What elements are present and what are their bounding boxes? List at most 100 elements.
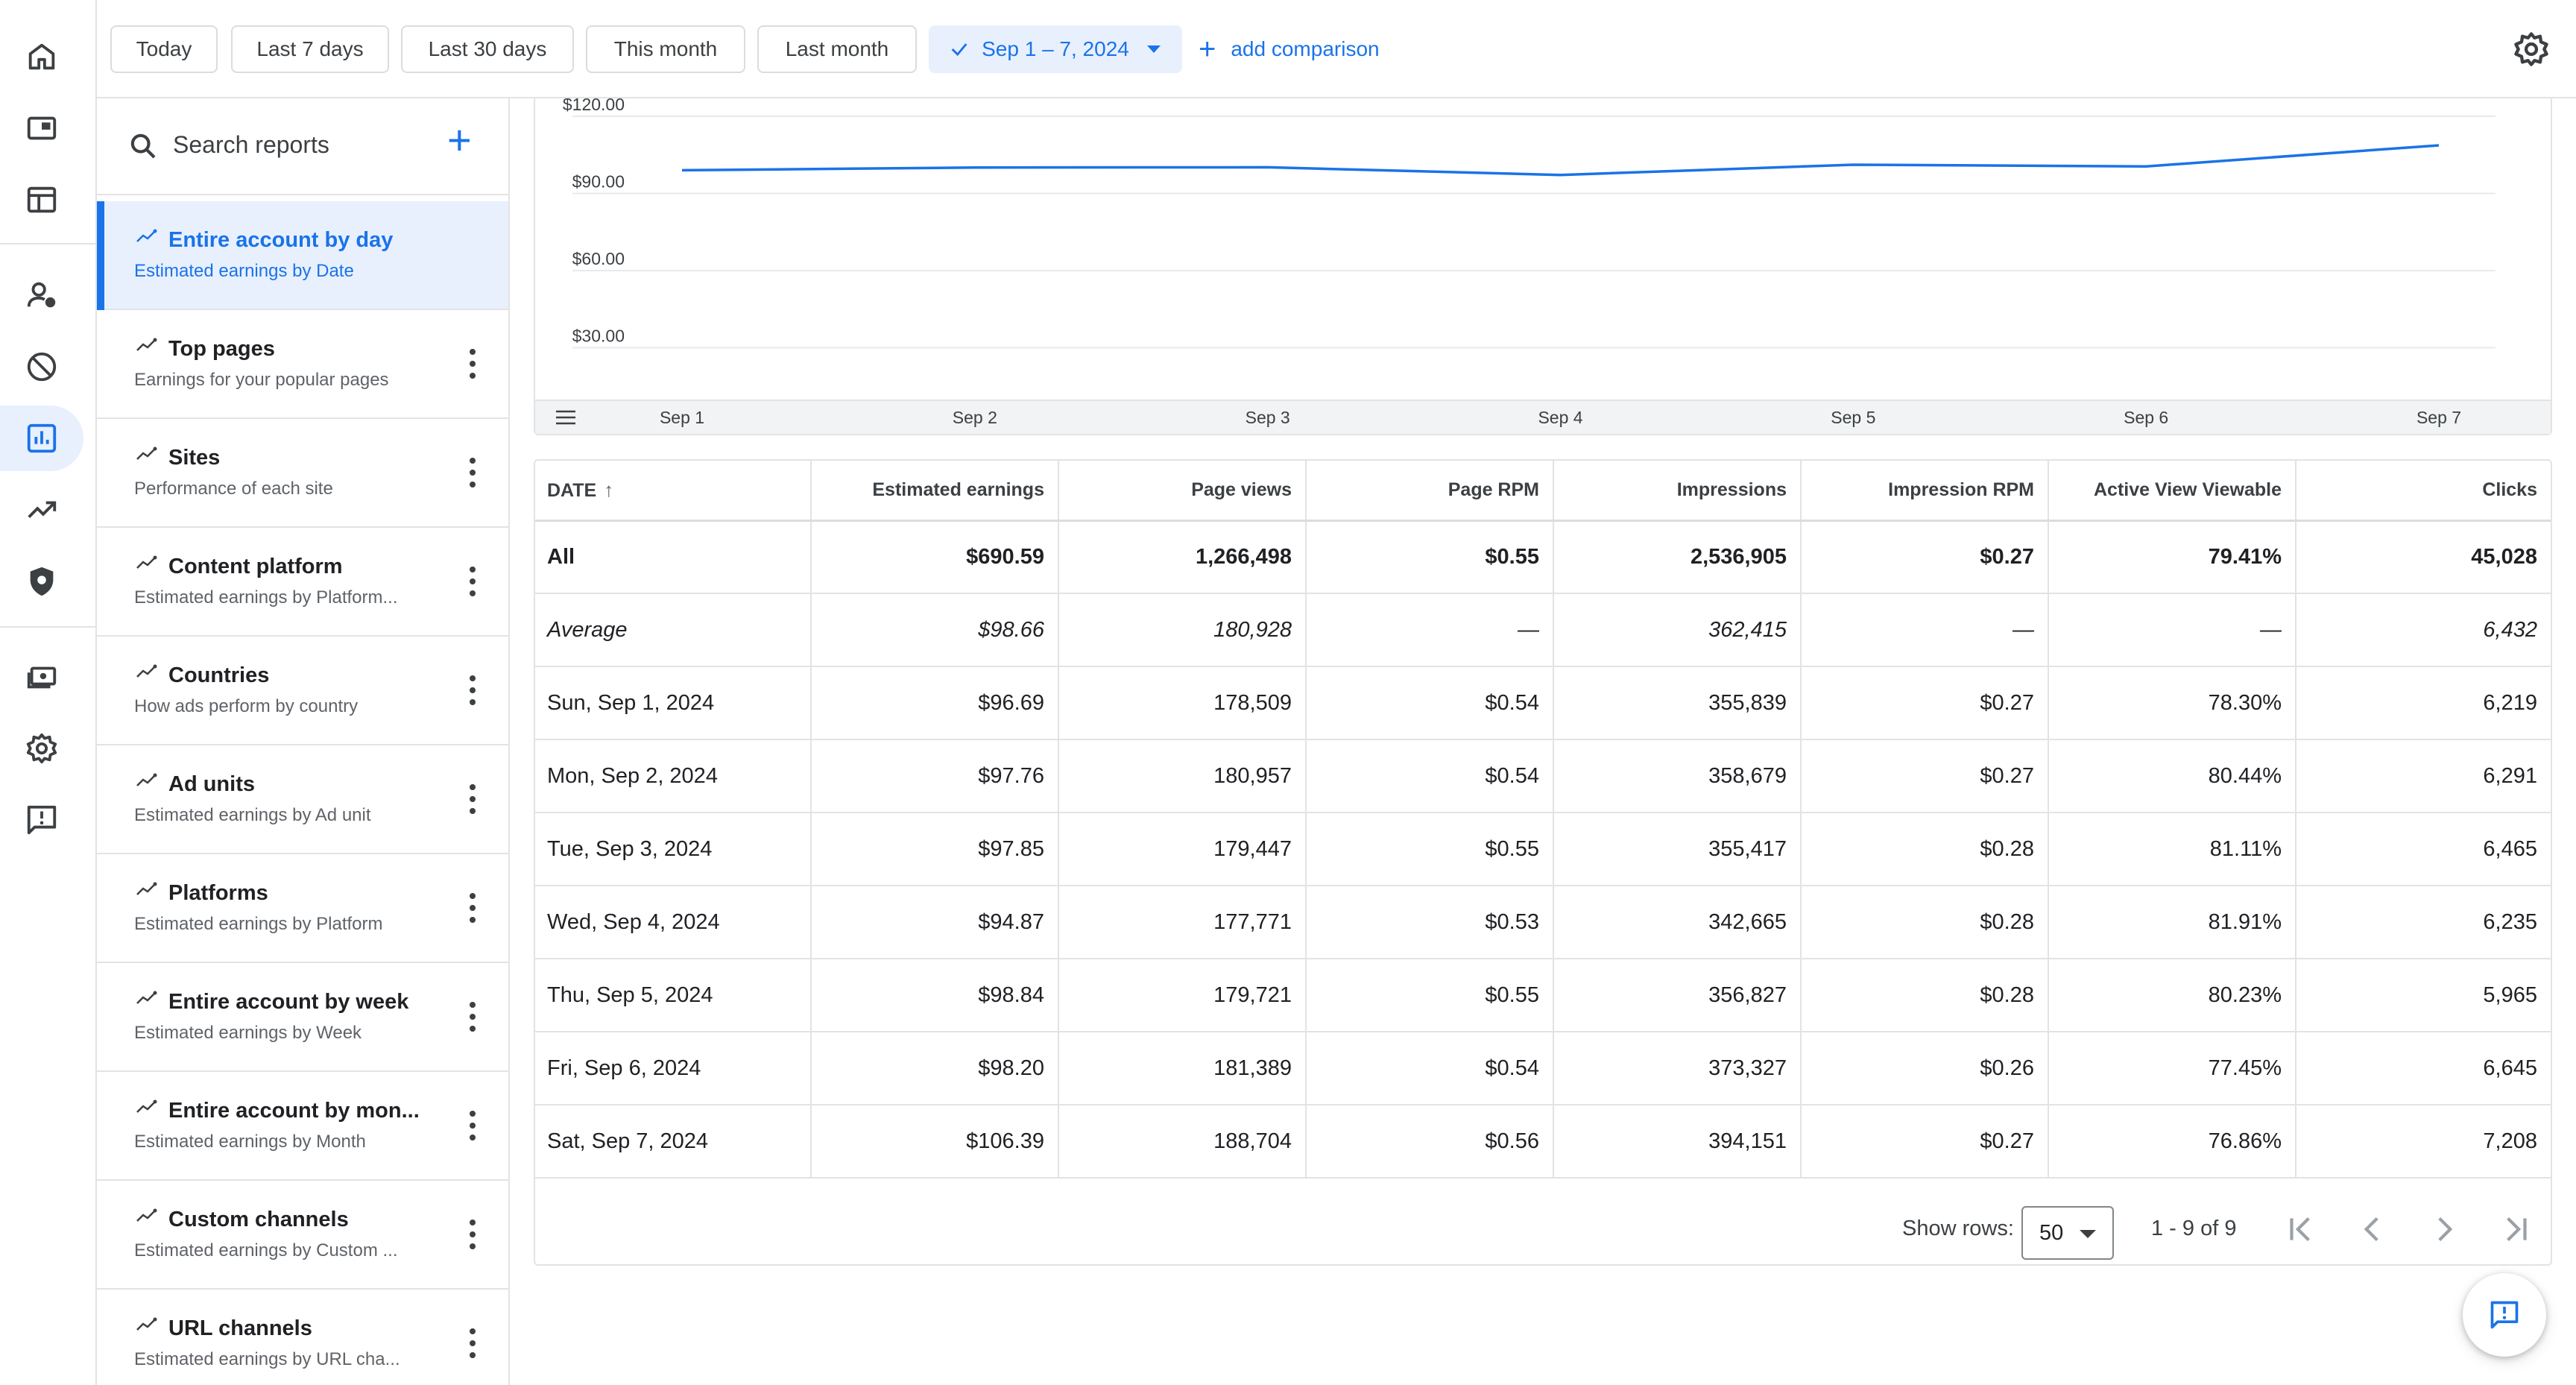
- search-reports[interactable]: Search reports +: [97, 98, 508, 195]
- table-cell: $690.59: [811, 520, 1059, 594]
- report-item[interactable]: Top pages Earnings for your popular pages: [97, 310, 508, 419]
- table-row: Sat, Sep 7, 2024 $106.39 188,704 $0.56 394,1…: [535, 1105, 2551, 1179]
- column-header[interactable]: Impression RPM: [1801, 461, 2049, 522]
- table-cell: Wed, Sep 4, 2024: [535, 886, 812, 959]
- nav-ads[interactable]: [0, 95, 83, 161]
- more-vert-icon[interactable]: [467, 1105, 479, 1146]
- table-cell: 177,771: [1058, 886, 1307, 959]
- table-cell: $98.20: [811, 1032, 1059, 1105]
- nav-reports[interactable]: [0, 406, 83, 471]
- report-item[interactable]: Countries How ads perform by country: [97, 637, 508, 745]
- report-item[interactable]: Entire account by mon... Estimated earnin…: [97, 1072, 508, 1181]
- report-item[interactable]: URL channels Estimated earnings by URL ch…: [97, 1290, 508, 1385]
- column-header[interactable]: Estimated earnings: [811, 461, 1059, 522]
- report-item[interactable]: Entire account by day Estimated earnings …: [97, 201, 508, 310]
- report-subtitle: Estimated earnings by Ad unit: [134, 805, 371, 825]
- more-vert-icon[interactable]: [467, 669, 479, 711]
- more-vert-icon[interactable]: [467, 1322, 479, 1364]
- table-cell: $0.54: [1306, 1032, 1554, 1105]
- table-row: Mon, Sep 2, 2024 $97.76 180,957 $0.54 358,67…: [535, 739, 2551, 813]
- report-item[interactable]: Custom channels Estimated earnings by Cus…: [97, 1181, 508, 1290]
- nav-feedback[interactable]: [0, 787, 83, 853]
- search-input[interactable]: Search reports: [173, 131, 329, 158]
- report-table-card: DATE ↑ Estimated earnings Page views Page RP…: [534, 459, 2552, 1266]
- more-vert-icon[interactable]: [467, 778, 479, 820]
- table-cell: 1,266,498: [1058, 520, 1307, 594]
- feedback-button[interactable]: [2463, 1273, 2546, 1357]
- report-title: Sites: [168, 446, 221, 470]
- date-range-dropdown[interactable]: Sep 1 – 7, 2024: [929, 25, 1182, 73]
- table-cell: 80.44%: [2048, 739, 2296, 813]
- table-cell: Thu, Sep 5, 2024: [535, 959, 812, 1032]
- add-comparison-button[interactable]: + add comparison: [1199, 25, 1380, 73]
- more-vert-icon[interactable]: [467, 996, 479, 1038]
- nav-payments[interactable]: [0, 644, 83, 710]
- more-vert-icon[interactable]: [467, 561, 479, 602]
- x-tick-label: Sep 7: [2416, 408, 2461, 427]
- block-icon: [27, 352, 57, 382]
- nav-blocking[interactable]: [0, 334, 83, 400]
- more-vert-icon[interactable]: [467, 343, 479, 385]
- y-tick-label: $120.00: [563, 98, 625, 114]
- table-cell: 180,957: [1058, 739, 1307, 813]
- more-vert-icon[interactable]: [467, 452, 479, 493]
- table-cell: $0.54: [1306, 666, 1554, 740]
- column-header[interactable]: Active View Viewable: [2048, 461, 2296, 522]
- next-page-icon[interactable]: [2425, 1211, 2463, 1248]
- settings-gear-icon[interactable]: [2512, 30, 2551, 69]
- table-row: Average $98.66 180,928—362,415— —6,432: [535, 593, 2551, 667]
- report-title: Entire account by day: [168, 228, 394, 252]
- nav-home[interactable]: [0, 24, 83, 89]
- feedback-icon: [2490, 1301, 2519, 1329]
- report-item[interactable]: Sites Performance of each site: [97, 419, 508, 528]
- table-cell: 80.23%: [2048, 959, 2296, 1032]
- optimization-icon: [28, 501, 57, 518]
- sites-icon: [27, 186, 57, 213]
- report-item[interactable]: Platforms Estimated earnings by Platform: [97, 854, 508, 963]
- x-tick-label: Sep 1: [660, 408, 704, 427]
- column-header[interactable]: Impressions: [1553, 461, 1802, 522]
- nav-settings[interactable]: [0, 716, 83, 781]
- report-item[interactable]: Content platform Estimated earnings by Pl…: [97, 528, 508, 637]
- column-header[interactable]: Clicks: [2296, 461, 2551, 522]
- rows-per-page-select[interactable]: 50: [2021, 1206, 2114, 1260]
- table-cell: 180,928: [1058, 593, 1307, 667]
- filter-today-button[interactable]: Today: [110, 25, 218, 73]
- column-header[interactable]: DATE ↑: [535, 461, 812, 522]
- dropdown-arrow-icon: [2080, 1230, 2096, 1238]
- column-header[interactable]: Page RPM: [1306, 461, 1554, 522]
- report-item[interactable]: Ad units Estimated earnings by Ad unit: [97, 745, 508, 854]
- add-comparison-label: add comparison: [1231, 37, 1380, 60]
- settings-icon: [26, 733, 57, 764]
- table-cell: 181,389: [1058, 1032, 1307, 1105]
- nav-privacy[interactable]: [0, 549, 83, 614]
- table-cell: $0.55: [1306, 959, 1554, 1032]
- filter-last-7-days-button[interactable]: Last 7 days: [231, 25, 389, 73]
- filter-last-30-days-button[interactable]: Last 30 days: [401, 25, 574, 73]
- chart-legend-toggle-icon[interactable]: [556, 410, 575, 425]
- add-report-button[interactable]: +: [447, 116, 472, 163]
- report-item[interactable]: Entire account by week Estimated earnings…: [97, 963, 508, 1072]
- x-tick-label: Sep 2: [953, 408, 997, 427]
- chevron-down-icon: [1146, 45, 1161, 53]
- ads-icon: [27, 116, 57, 140]
- column-header[interactable]: Page views: [1058, 461, 1307, 522]
- column-header-label: Active View Viewable: [2094, 479, 2282, 500]
- nav-sites[interactable]: [0, 167, 83, 233]
- more-vert-icon[interactable]: [467, 887, 479, 929]
- more-vert-icon[interactable]: [467, 1214, 479, 1255]
- trend-icon: [136, 664, 157, 678]
- filter-this-month-button[interactable]: This month: [586, 25, 745, 73]
- nav-account[interactable]: [0, 262, 83, 328]
- last-page-icon[interactable]: [2497, 1211, 2534, 1248]
- table-cell: Sun, Sep 1, 2024: [535, 666, 812, 740]
- first-page-icon[interactable]: [2282, 1211, 2320, 1248]
- report-title: Platforms: [168, 881, 268, 905]
- show-rows-label: Show rows:: [1902, 1217, 2014, 1240]
- column-header-label: Impression RPM: [1888, 479, 2034, 500]
- report-title: Content platform: [168, 555, 343, 578]
- nav-optimization[interactable]: [0, 477, 83, 543]
- previous-page-icon[interactable]: [2354, 1211, 2391, 1248]
- table-cell: All: [535, 520, 812, 594]
- filter-last-month-button[interactable]: Last month: [757, 25, 917, 73]
